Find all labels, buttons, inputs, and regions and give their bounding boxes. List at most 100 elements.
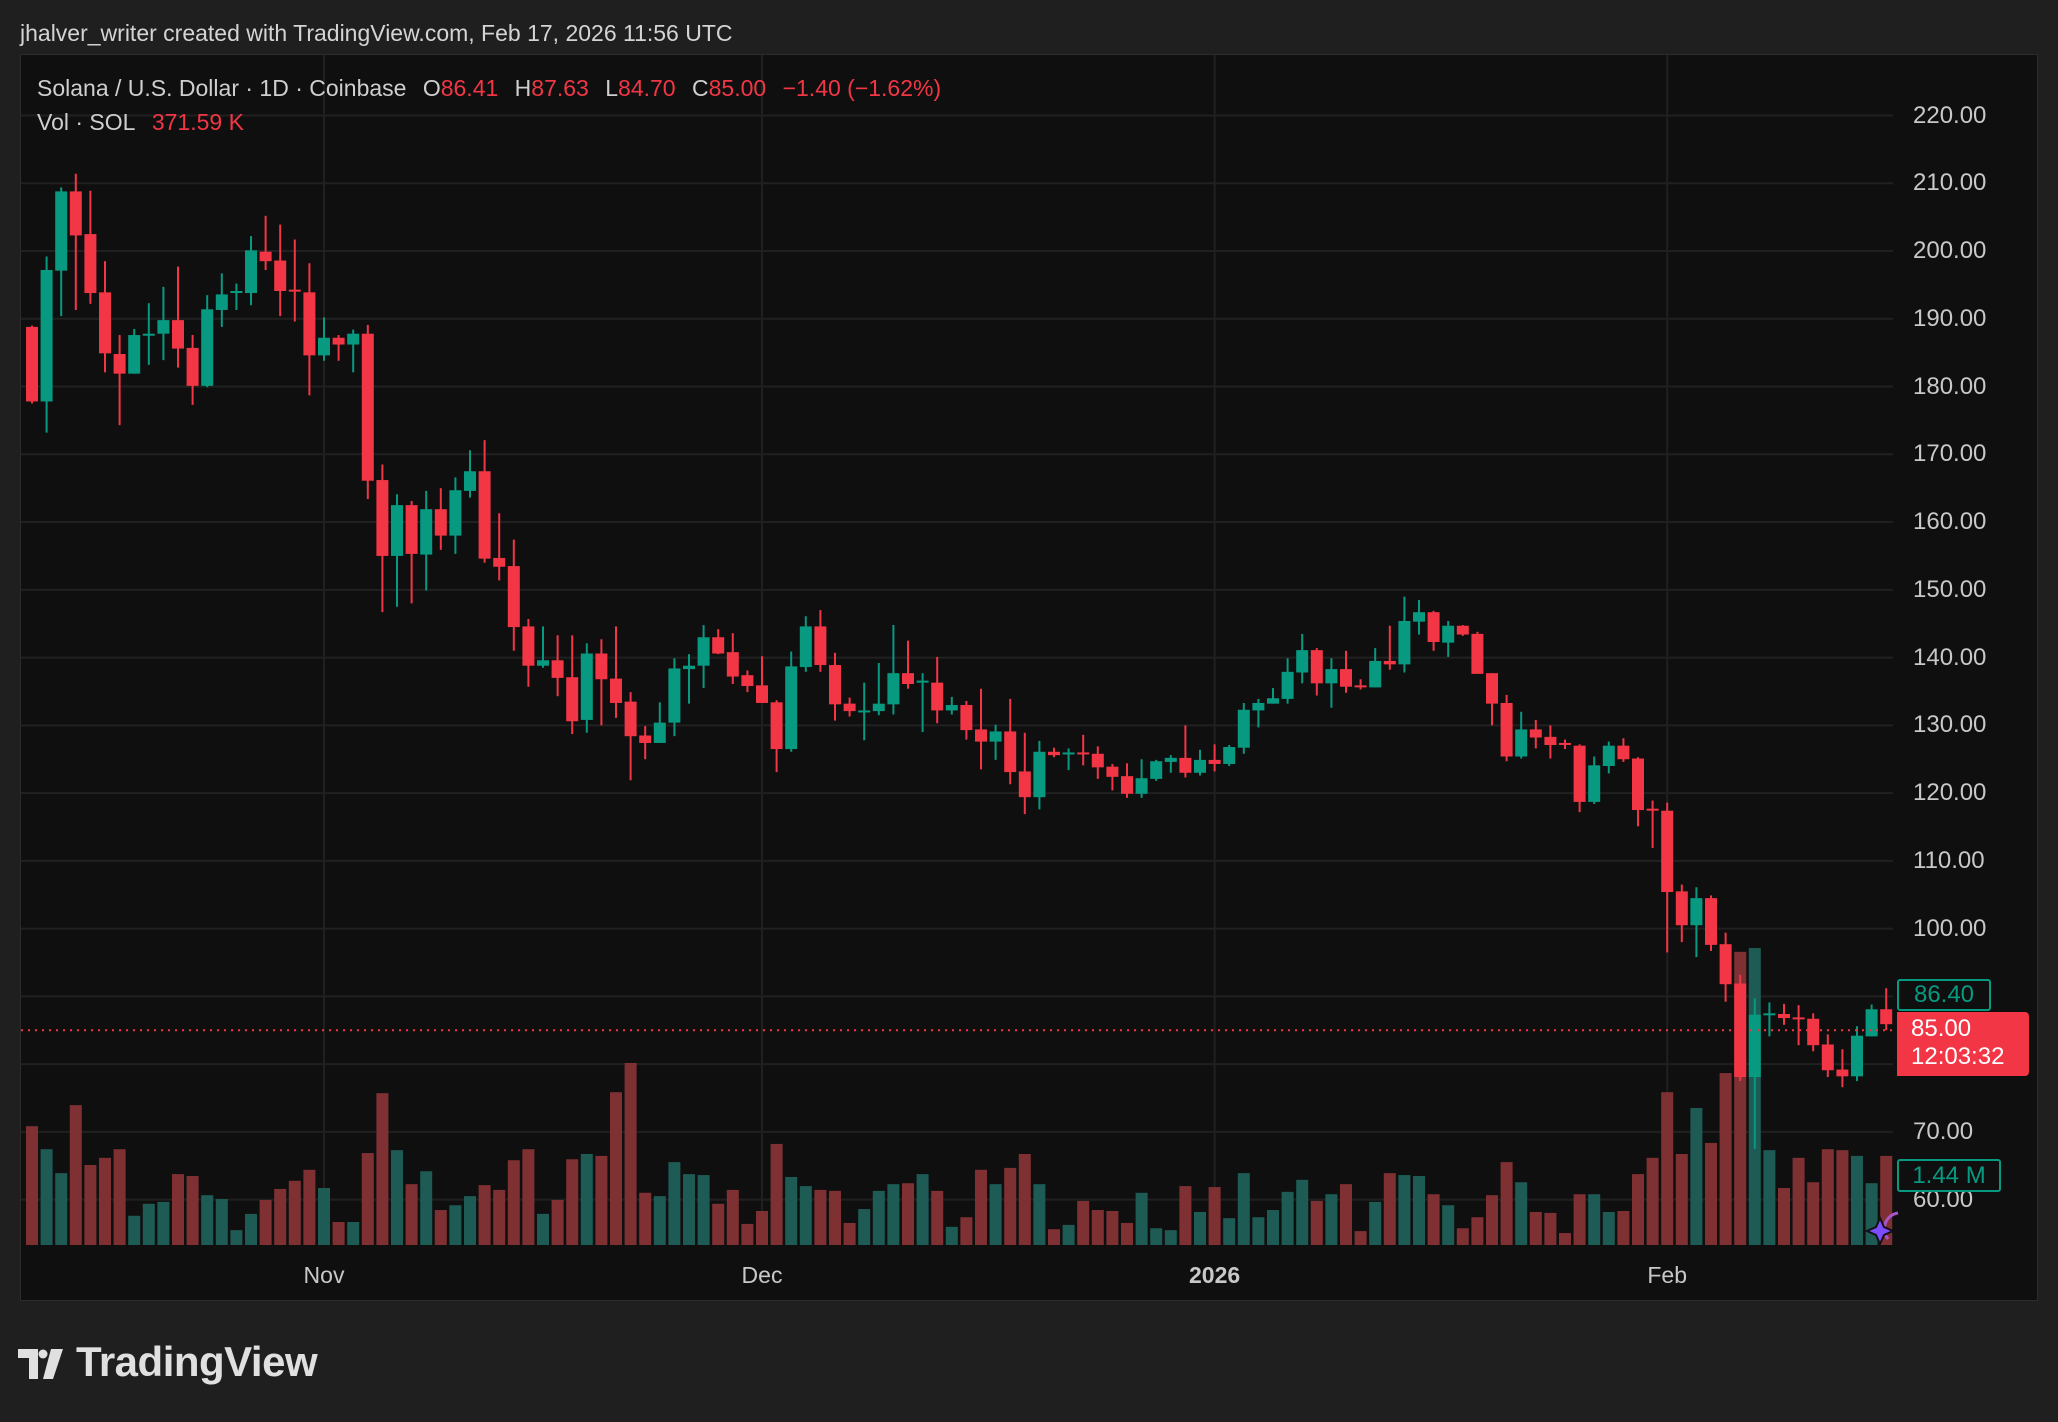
candle[interactable] xyxy=(756,656,768,703)
candle[interactable] xyxy=(84,190,97,304)
candle[interactable] xyxy=(741,670,754,693)
candle[interactable] xyxy=(274,224,287,317)
candle[interactable] xyxy=(1588,756,1601,804)
candle[interactable] xyxy=(1281,658,1294,704)
candle[interactable] xyxy=(1690,887,1703,958)
candle[interactable] xyxy=(1383,625,1396,670)
candle[interactable] xyxy=(1456,625,1469,636)
candle[interactable] xyxy=(1573,744,1586,813)
candle[interactable] xyxy=(1602,741,1615,774)
volume-legend[interactable]: Vol · SOL 371.59 K xyxy=(37,109,244,136)
candle[interactable] xyxy=(799,616,812,672)
candle[interactable] xyxy=(507,539,520,651)
candle[interactable] xyxy=(1661,802,1674,953)
candle[interactable] xyxy=(653,702,666,743)
candle[interactable] xyxy=(391,494,403,607)
candle[interactable] xyxy=(1559,739,1571,750)
candle[interactable] xyxy=(566,635,579,735)
candle[interactable] xyxy=(1018,732,1031,815)
candle[interactable] xyxy=(1865,1004,1878,1037)
candle[interactable] xyxy=(332,335,345,361)
candle[interactable] xyxy=(975,688,987,770)
candle[interactable] xyxy=(1836,1049,1849,1088)
candle[interactable] xyxy=(464,450,476,498)
candle[interactable] xyxy=(405,501,418,604)
candle[interactable] xyxy=(1617,738,1630,762)
candle[interactable] xyxy=(1121,763,1133,798)
candle[interactable] xyxy=(639,726,652,760)
candle[interactable] xyxy=(1369,648,1382,688)
candle[interactable] xyxy=(1048,747,1060,758)
candle[interactable] xyxy=(1194,749,1206,776)
candle[interactable] xyxy=(288,239,301,322)
candle[interactable] xyxy=(478,440,491,563)
candle[interactable] xyxy=(872,663,885,716)
candle[interactable] xyxy=(1807,1013,1820,1052)
candle[interactable] xyxy=(449,477,462,554)
candle[interactable] xyxy=(1325,658,1338,708)
candle[interactable] xyxy=(230,283,243,310)
tradingview-logo[interactable]: TradingView xyxy=(18,1338,318,1386)
candle[interactable] xyxy=(1529,719,1542,749)
candle[interactable] xyxy=(1091,746,1104,779)
candle[interactable] xyxy=(376,464,389,613)
candle[interactable] xyxy=(697,625,710,689)
candle[interactable] xyxy=(1354,679,1367,690)
candle[interactable] xyxy=(829,652,841,721)
candle[interactable] xyxy=(1778,1003,1790,1025)
candle[interactable] xyxy=(960,700,973,740)
candle[interactable] xyxy=(40,256,53,433)
candle[interactable] xyxy=(1734,974,1747,1082)
candle[interactable] xyxy=(1646,800,1659,848)
candle[interactable] xyxy=(1763,1002,1776,1037)
candle[interactable] xyxy=(683,654,695,704)
candle[interactable] xyxy=(186,335,199,405)
candle[interactable] xyxy=(201,295,214,388)
candle[interactable] xyxy=(1851,1026,1863,1082)
candle[interactable] xyxy=(1427,610,1440,651)
candle[interactable] xyxy=(1077,734,1090,766)
candle[interactable] xyxy=(259,215,272,270)
candle[interactable] xyxy=(931,656,944,724)
candle[interactable] xyxy=(668,658,681,737)
candle[interactable] xyxy=(55,187,68,317)
assistant-sparkle-icon[interactable] xyxy=(1864,1211,1899,1247)
candle[interactable] xyxy=(172,266,184,368)
candle[interactable] xyxy=(858,682,871,741)
candle[interactable] xyxy=(537,626,549,668)
candle[interactable] xyxy=(1106,763,1119,791)
candle[interactable] xyxy=(361,324,374,500)
candle[interactable] xyxy=(843,697,856,717)
candle[interactable] xyxy=(1515,711,1528,759)
candle[interactable] xyxy=(142,303,155,365)
candle[interactable] xyxy=(785,651,798,752)
candle[interactable] xyxy=(712,629,725,655)
candle[interactable] xyxy=(1179,725,1192,778)
candle[interactable] xyxy=(610,626,622,718)
candle[interactable] xyxy=(1398,596,1411,673)
candle[interactable] xyxy=(1237,702,1250,754)
candle[interactable] xyxy=(1500,694,1513,762)
candle[interactable] xyxy=(1675,884,1688,943)
candle[interactable] xyxy=(551,635,564,697)
candle[interactable] xyxy=(128,328,141,374)
candle[interactable] xyxy=(902,640,914,689)
candle[interactable] xyxy=(580,643,593,733)
candle[interactable] xyxy=(1033,740,1046,810)
candle[interactable] xyxy=(1150,759,1163,781)
candle[interactable] xyxy=(1705,895,1717,951)
candle[interactable] xyxy=(245,236,257,306)
candle[interactable] xyxy=(916,673,929,733)
candle[interactable] xyxy=(1544,725,1557,759)
candle[interactable] xyxy=(522,618,535,687)
candle[interactable] xyxy=(215,273,228,327)
candle[interactable] xyxy=(1719,932,1732,1002)
candle[interactable] xyxy=(1486,673,1498,726)
candle[interactable] xyxy=(887,625,900,715)
candle[interactable] xyxy=(1632,757,1644,827)
candle[interactable] xyxy=(303,263,316,396)
candle[interactable] xyxy=(989,724,1002,760)
candle[interactable] xyxy=(1164,755,1177,773)
candle[interactable] xyxy=(1223,744,1236,766)
